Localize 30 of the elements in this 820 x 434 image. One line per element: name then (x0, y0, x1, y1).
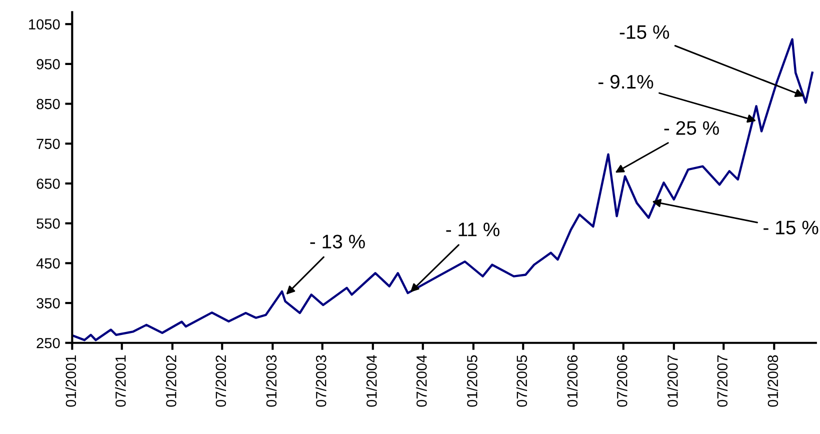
x-tick-label: 07/2002 (215, 355, 226, 407)
x-tick-label: 07/2007 (716, 355, 728, 407)
y-tick-label: 1050 (29, 19, 60, 30)
y-tick-label: 650 (36, 178, 60, 189)
annotation: - 15 % (764, 220, 818, 234)
x-tick-label: 01/2006 (566, 355, 578, 407)
x-tick-label: 07/2003 (316, 355, 326, 407)
x-tick-label: 01/2002 (166, 355, 176, 407)
annotation: - 11 % (446, 222, 500, 236)
y-tick-label: 550 (36, 218, 60, 229)
x-tick-label: 07/2006 (616, 355, 628, 407)
y-tick-label: 950 (36, 59, 60, 70)
y-tick-label: 250 (36, 338, 60, 348)
x-tick-label: 07/2001 (115, 355, 126, 407)
x-tick-label: 01/2003 (266, 355, 277, 407)
x-tick-label: 01/2008 (767, 355, 778, 407)
annotation: - 9.1% (598, 74, 654, 89)
y-tick-label: 750 (36, 138, 60, 150)
y-tick-label: 850 (36, 98, 60, 110)
x-tick-label: 07/2004 (416, 355, 427, 407)
y-tick-label: 350 (36, 298, 60, 308)
x-tick-label: 07/2005 (516, 355, 528, 407)
annotation: - 13 % (310, 234, 365, 248)
annotation: -15 % (620, 25, 670, 39)
x-tick-label: 01/2005 (466, 355, 478, 407)
annotation: - 25 % (664, 121, 719, 135)
x-tick-label: 01/2004 (366, 355, 377, 407)
x-tick-label: 01/2001 (65, 355, 76, 407)
y-tick-label: 450 (36, 258, 60, 269)
x-tick-label: 01/2007 (667, 355, 678, 407)
